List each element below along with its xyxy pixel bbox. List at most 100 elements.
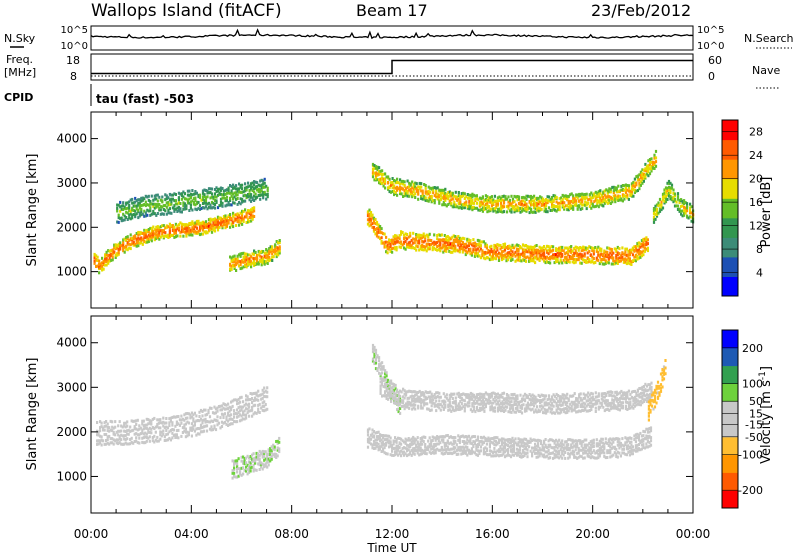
data-cell <box>641 173 644 177</box>
data-cell <box>194 192 197 196</box>
data-cell <box>535 248 538 252</box>
data-cell <box>243 462 246 466</box>
data-cell <box>183 418 186 422</box>
data-cell <box>530 207 533 211</box>
data-cell <box>515 451 519 455</box>
data-cell <box>490 454 493 458</box>
data-cell <box>501 204 504 208</box>
data-cell <box>505 454 508 458</box>
data-cell <box>130 440 133 444</box>
data-cell <box>462 206 465 210</box>
data-cell <box>384 369 387 373</box>
data-cell <box>255 411 258 415</box>
data-cell <box>577 449 580 453</box>
data-cell <box>488 442 491 446</box>
data-cell <box>237 411 240 414</box>
data-cell <box>501 210 504 214</box>
data-cell <box>553 441 556 445</box>
data-cell <box>535 257 538 261</box>
station-title: Wallops Island (fitACF) <box>91 1 282 21</box>
data-cell <box>216 189 220 193</box>
data-cell <box>494 250 497 254</box>
data-cell <box>179 234 182 238</box>
data-cell <box>368 214 371 218</box>
data-cell <box>229 215 232 219</box>
data-cell <box>139 426 142 430</box>
data-cell <box>651 160 655 164</box>
data-cell <box>558 456 561 460</box>
data-cell <box>377 435 380 438</box>
data-cell <box>584 197 587 201</box>
data-cell <box>639 252 642 256</box>
data-cell <box>604 259 607 263</box>
data-cell <box>450 404 453 408</box>
data-cell <box>403 453 406 457</box>
data-cell <box>540 246 543 250</box>
data-cell <box>546 199 549 203</box>
data-cell <box>254 195 257 199</box>
data-cell <box>134 204 137 208</box>
data-cell <box>490 449 493 453</box>
data-cell <box>424 443 427 446</box>
data-cell <box>535 448 538 451</box>
data-cell <box>579 246 582 249</box>
data-cell <box>117 242 120 246</box>
data-cell <box>465 203 468 207</box>
data-cell <box>170 202 173 206</box>
data-cell <box>601 253 604 257</box>
data-cell <box>423 183 426 186</box>
data-cell <box>379 445 382 449</box>
data-cell <box>260 255 263 259</box>
data-cell <box>532 438 535 442</box>
data-cell <box>150 427 153 431</box>
data-cell <box>501 206 504 210</box>
data-cell <box>462 203 465 206</box>
data-cell <box>236 193 239 197</box>
data-cell <box>415 248 418 252</box>
data-cell <box>391 247 394 250</box>
data-cell <box>577 248 580 252</box>
data-cell <box>564 197 567 200</box>
data-cell <box>116 209 119 213</box>
data-cell <box>603 258 606 262</box>
data-cell <box>382 172 385 176</box>
data-cell <box>223 420 227 424</box>
data-cell <box>414 393 417 397</box>
data-cell <box>238 201 241 204</box>
data-cell <box>156 435 159 439</box>
data-cell <box>209 220 212 224</box>
data-cell <box>506 251 510 255</box>
data-cell <box>544 257 547 261</box>
data-cell <box>101 264 104 268</box>
data-cell <box>547 439 550 443</box>
data-cell <box>502 210 506 214</box>
data-cell <box>451 246 454 250</box>
data-cell <box>400 405 403 408</box>
data-cell <box>510 202 513 206</box>
data-cell <box>385 371 388 375</box>
data-cell <box>415 438 418 442</box>
data-cell <box>201 419 204 423</box>
data-cell <box>448 201 451 205</box>
data-cell <box>177 196 180 200</box>
data-cell <box>597 205 600 209</box>
data-cell <box>371 357 375 361</box>
data-cell <box>638 178 641 182</box>
data-cell <box>193 429 196 433</box>
data-cell <box>505 255 508 259</box>
data-cell <box>263 463 266 467</box>
data-cell <box>114 253 117 257</box>
data-cell <box>435 186 438 190</box>
data-cell <box>657 201 660 205</box>
data-cell <box>511 204 515 208</box>
data-cell <box>199 430 203 434</box>
data-cell <box>252 459 255 463</box>
data-cell <box>224 223 227 227</box>
data-cell <box>517 248 520 251</box>
data-cell <box>670 198 674 202</box>
data-cell <box>508 198 512 202</box>
data-cell <box>421 448 424 452</box>
data-cell <box>195 419 198 423</box>
data-cell <box>543 448 546 452</box>
data-cell <box>177 228 180 232</box>
